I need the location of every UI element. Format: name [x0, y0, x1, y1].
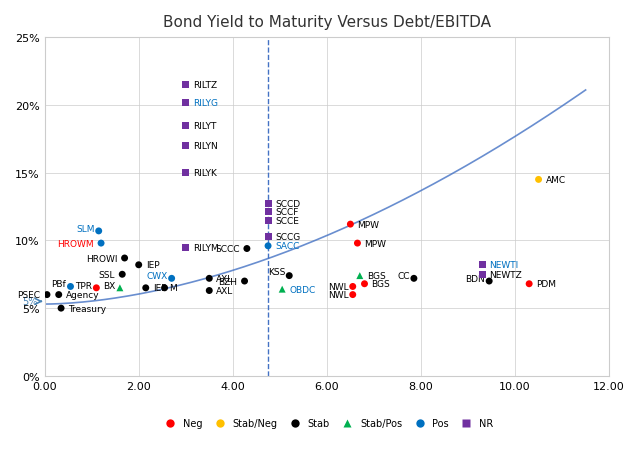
Point	[409, 275, 419, 283]
Text: BGS: BGS	[371, 280, 390, 288]
Point	[477, 261, 487, 269]
Point	[353, 240, 363, 248]
Text: SCCF: SCCF	[275, 208, 298, 217]
Point	[360, 280, 370, 288]
Text: BZH: BZH	[219, 277, 237, 286]
Text: AXL: AXL	[216, 274, 234, 283]
Point	[524, 280, 534, 288]
Text: RILYG: RILYG	[193, 99, 218, 108]
Text: IEP: IEP	[146, 261, 159, 270]
Point	[159, 284, 170, 292]
Point	[348, 283, 358, 291]
Point	[180, 81, 191, 89]
Point	[180, 244, 191, 251]
Text: SLM: SLM	[76, 224, 95, 233]
Text: AMC: AMC	[545, 176, 566, 185]
Text: SSL: SSL	[99, 270, 115, 279]
Text: RILYT: RILYT	[193, 121, 216, 130]
Text: BGS: BGS	[367, 271, 385, 280]
Point	[284, 272, 294, 280]
Text: SCCG: SCCG	[275, 232, 300, 241]
Point	[477, 271, 487, 278]
Point	[117, 271, 127, 278]
Point	[96, 240, 106, 248]
Point	[277, 286, 287, 293]
Point	[180, 122, 191, 130]
Point	[180, 99, 191, 107]
Point	[348, 291, 358, 299]
Text: MPW: MPW	[357, 220, 380, 229]
Text: RILTZ: RILTZ	[193, 81, 217, 90]
Text: RILYN: RILYN	[193, 142, 218, 151]
Legend: Neg, Stab/Neg, Stab, Stab/Pos, Pos, NR: Neg, Stab/Neg, Stab, Stab/Pos, Pos, NR	[157, 415, 497, 432]
Point	[204, 287, 214, 295]
Point	[92, 284, 102, 292]
Point	[42, 291, 52, 299]
Text: NEWTI: NEWTI	[489, 261, 518, 270]
Text: HROWM: HROWM	[58, 239, 94, 248]
Point	[263, 200, 273, 208]
Text: M: M	[169, 284, 177, 293]
Text: NWL: NWL	[328, 282, 349, 291]
Title: Bond Yield to Maturity Versus Debt/EBITDA: Bond Yield to Maturity Versus Debt/EBITD…	[163, 15, 491, 30]
Text: RILYM: RILYM	[193, 243, 218, 252]
Point	[180, 169, 191, 177]
Text: BX: BX	[104, 281, 116, 290]
Point	[242, 245, 252, 253]
Text: SCCD: SCCD	[275, 200, 300, 209]
Point	[115, 284, 125, 292]
Point	[166, 275, 177, 283]
Point	[65, 283, 76, 291]
Text: IEP: IEP	[153, 284, 166, 293]
Point	[263, 217, 273, 224]
Point	[484, 278, 494, 285]
Text: SCCC: SCCC	[216, 245, 240, 254]
Text: OBDC: OBDC	[289, 285, 316, 294]
Point	[239, 278, 250, 285]
Point	[141, 284, 151, 292]
Text: Treasury: Treasury	[68, 304, 106, 313]
Text: Agency: Agency	[66, 290, 99, 299]
Point	[263, 233, 273, 241]
Text: KSS: KSS	[268, 268, 285, 277]
Point	[120, 255, 130, 262]
Point	[134, 261, 144, 269]
Text: PDM: PDM	[536, 280, 556, 288]
Text: NWL: NWL	[328, 290, 349, 299]
Point	[54, 291, 64, 299]
Text: AXL: AXL	[216, 287, 234, 296]
Point	[345, 221, 355, 228]
Text: MPW: MPW	[364, 239, 387, 248]
Point	[93, 228, 104, 235]
Text: CWX: CWX	[146, 271, 168, 280]
Point	[263, 208, 273, 216]
Point	[355, 272, 365, 280]
Text: PBf: PBf	[52, 279, 67, 288]
Text: CC: CC	[397, 271, 410, 280]
Text: 5%: 5%	[22, 297, 38, 307]
Point	[263, 242, 273, 250]
Text: BDN: BDN	[465, 274, 485, 283]
Text: SACC: SACC	[275, 242, 300, 251]
Point	[534, 176, 544, 184]
Text: SCCE: SCCE	[275, 216, 299, 225]
Text: NEWTZ: NEWTZ	[489, 270, 522, 279]
Point	[180, 142, 191, 150]
Point	[56, 305, 66, 312]
Text: TPR: TPR	[75, 281, 92, 290]
Text: PSEC: PSEC	[17, 290, 40, 299]
Text: RILYK: RILYK	[193, 169, 216, 178]
Point	[204, 275, 214, 283]
Text: HROWI: HROWI	[86, 254, 118, 263]
